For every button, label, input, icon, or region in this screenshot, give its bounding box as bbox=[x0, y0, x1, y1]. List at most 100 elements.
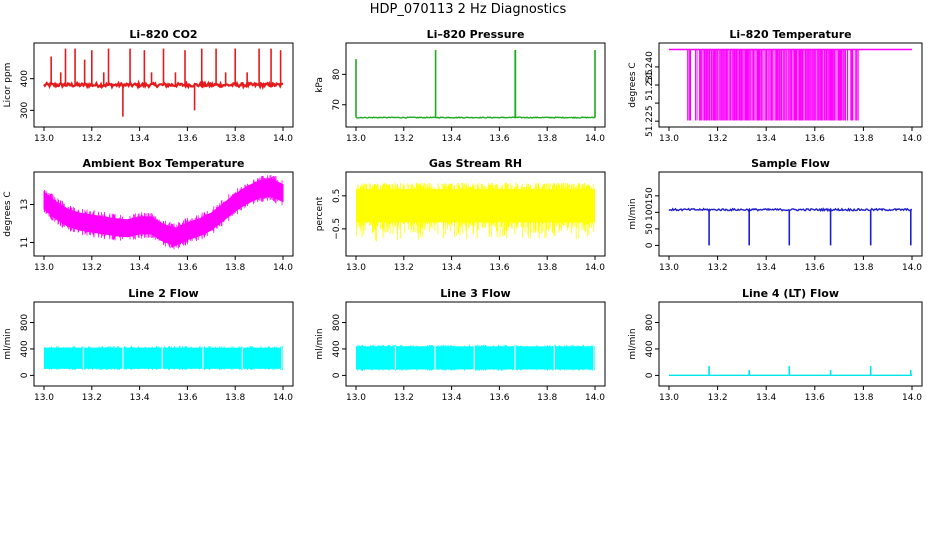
x-tick-label: 13.8 bbox=[225, 263, 245, 273]
y-tick-label: 50 bbox=[645, 223, 655, 235]
y-axis-label: Licor ppm bbox=[3, 63, 13, 108]
x-tick-label: 13.0 bbox=[34, 263, 54, 273]
y-axis-label: degrees C bbox=[628, 62, 638, 107]
x-tick-label: 13.6 bbox=[177, 134, 197, 144]
x-tick-label: 13.2 bbox=[708, 134, 728, 144]
x-tick-label: 13.2 bbox=[82, 263, 102, 273]
y-tick-label: −0.5 bbox=[332, 218, 342, 240]
x-tick-label: 13.0 bbox=[34, 134, 54, 144]
y-tick-label: 0 bbox=[645, 372, 655, 378]
y-tick-label: 80 bbox=[332, 68, 342, 80]
x-tick-label: 13.8 bbox=[853, 263, 873, 273]
y-tick-label: 800 bbox=[645, 314, 655, 331]
x-tick-label: 13.8 bbox=[225, 134, 245, 144]
x-tick-label: 13.4 bbox=[130, 263, 150, 273]
panel-title: Li–820 Pressure bbox=[427, 28, 525, 41]
x-tick-label: 13.0 bbox=[659, 134, 679, 144]
panel-title: Line 2 Flow bbox=[128, 287, 198, 300]
y-tick-label: 800 bbox=[332, 314, 342, 331]
y-axis-label: degrees C bbox=[3, 191, 13, 236]
panel-title: Sample Flow bbox=[751, 157, 830, 170]
panel-title: Li–820 Temperature bbox=[729, 28, 851, 41]
x-tick-label: 14.0 bbox=[902, 134, 922, 144]
y-tick-label: 400 bbox=[332, 340, 342, 357]
y-tick-label: 800 bbox=[20, 314, 30, 331]
x-tick-label: 14.0 bbox=[585, 393, 605, 403]
x-tick-label: 13.6 bbox=[805, 134, 825, 144]
x-tick-label: 13.2 bbox=[82, 393, 102, 403]
x-tick-label: 13.2 bbox=[708, 263, 728, 273]
y-tick-label: 400 bbox=[20, 70, 30, 87]
y-tick-label: 51.225 bbox=[645, 105, 655, 137]
plot-frame bbox=[33, 301, 294, 387]
y-tick-label: 13 bbox=[20, 199, 30, 210]
x-tick-label: 13.4 bbox=[442, 263, 462, 273]
y-tick-label: 70 bbox=[332, 99, 342, 111]
panel-7: Line 2 Flow 13.0 13.2 13.4 13.6 13.8 14.0 0 400 8… bbox=[3, 287, 294, 403]
plot-frame bbox=[345, 42, 606, 128]
panel-5: Gas Stream RH 13.0 13.2 13.4 13.6 13.8 14.0 −0.… bbox=[315, 157, 606, 273]
x-tick-label: 13.0 bbox=[346, 134, 366, 144]
series-band bbox=[44, 347, 283, 369]
x-tick-label: 13.6 bbox=[805, 393, 825, 403]
y-tick-label: 0.5 bbox=[332, 189, 342, 203]
x-tick-label: 13.4 bbox=[756, 263, 776, 273]
panel-3: Li–820 Temperature 13.0 13.2 13.4 13.6 13.8 14… bbox=[628, 28, 923, 144]
plot-frame bbox=[345, 301, 606, 387]
y-tick-label: 0 bbox=[20, 372, 30, 378]
y-tick-label: 51.240 bbox=[645, 51, 655, 83]
y-axis-label: percent bbox=[315, 196, 325, 231]
y-tick-label: 100 bbox=[645, 203, 655, 220]
panel-title: Gas Stream RH bbox=[429, 157, 522, 170]
plot-frame bbox=[345, 171, 606, 257]
series-line bbox=[668, 207, 913, 213]
figure-title: HDP_070113 2 Hz Diagnostics bbox=[369, 2, 567, 17]
x-tick-label: 14.0 bbox=[902, 393, 922, 403]
panel-6: Sample Flow 13.0 13.2 13.4 13.6 13.8 14.0 0 50 10… bbox=[628, 157, 923, 273]
x-tick-label: 13.8 bbox=[537, 134, 557, 144]
y-axis-label: ml/min bbox=[628, 198, 638, 229]
plot-frame bbox=[658, 301, 923, 387]
x-tick-label: 13.4 bbox=[756, 134, 776, 144]
y-tick-label: 0 bbox=[332, 372, 342, 378]
x-tick-label: 13.8 bbox=[225, 393, 245, 403]
x-tick-label: 14.0 bbox=[585, 263, 605, 273]
x-tick-label: 14.0 bbox=[273, 263, 293, 273]
x-tick-label: 14.0 bbox=[273, 134, 293, 144]
series-line bbox=[356, 116, 596, 119]
y-tick-label: 11 bbox=[20, 237, 30, 248]
x-tick-label: 13.8 bbox=[537, 263, 557, 273]
x-tick-label: 13.2 bbox=[394, 263, 414, 273]
panel-8: Line 3 Flow 13.0 13.2 13.4 13.6 13.8 14.0 0 400 8… bbox=[315, 287, 606, 403]
panel-title: Line 4 (LT) Flow bbox=[742, 287, 839, 300]
x-tick-label: 13.4 bbox=[442, 393, 462, 403]
x-tick-label: 13.6 bbox=[489, 393, 509, 403]
y-tick-label: 51.235 bbox=[645, 69, 655, 101]
x-tick-label: 13.8 bbox=[853, 393, 873, 403]
x-tick-label: 13.6 bbox=[177, 393, 197, 403]
y-axis-label: kPa bbox=[315, 77, 325, 93]
x-tick-label: 13.4 bbox=[756, 393, 776, 403]
y-tick-label: 300 bbox=[20, 101, 30, 118]
y-axis-label: ml/min bbox=[628, 328, 638, 359]
x-tick-label: 13.6 bbox=[177, 263, 197, 273]
x-tick-label: 13.6 bbox=[489, 263, 509, 273]
x-tick-label: 13.6 bbox=[489, 134, 509, 144]
x-tick-label: 13.2 bbox=[394, 393, 414, 403]
x-tick-label: 13.8 bbox=[853, 134, 873, 144]
x-tick-label: 14.0 bbox=[273, 393, 293, 403]
panel-1: Li–820 CO2 13.0 13.2 13.4 13.6 13.8 14.0 300 400… bbox=[3, 28, 294, 144]
panel-title: Ambient Box Temperature bbox=[83, 157, 245, 170]
dense-band bbox=[700, 49, 840, 121]
panel-4: Ambient Box Temperature 13.0 13.2 13.4 13.6 1… bbox=[3, 157, 294, 273]
x-tick-label: 14.0 bbox=[902, 263, 922, 273]
y-tick-label: 400 bbox=[645, 340, 655, 357]
panel-title: Line 3 Flow bbox=[440, 287, 510, 300]
x-tick-label: 13.0 bbox=[346, 263, 366, 273]
y-tick-label: 400 bbox=[20, 340, 30, 357]
panel-title: Li–820 CO2 bbox=[129, 28, 197, 41]
x-tick-label: 13.4 bbox=[130, 134, 150, 144]
x-tick-label: 13.6 bbox=[805, 263, 825, 273]
